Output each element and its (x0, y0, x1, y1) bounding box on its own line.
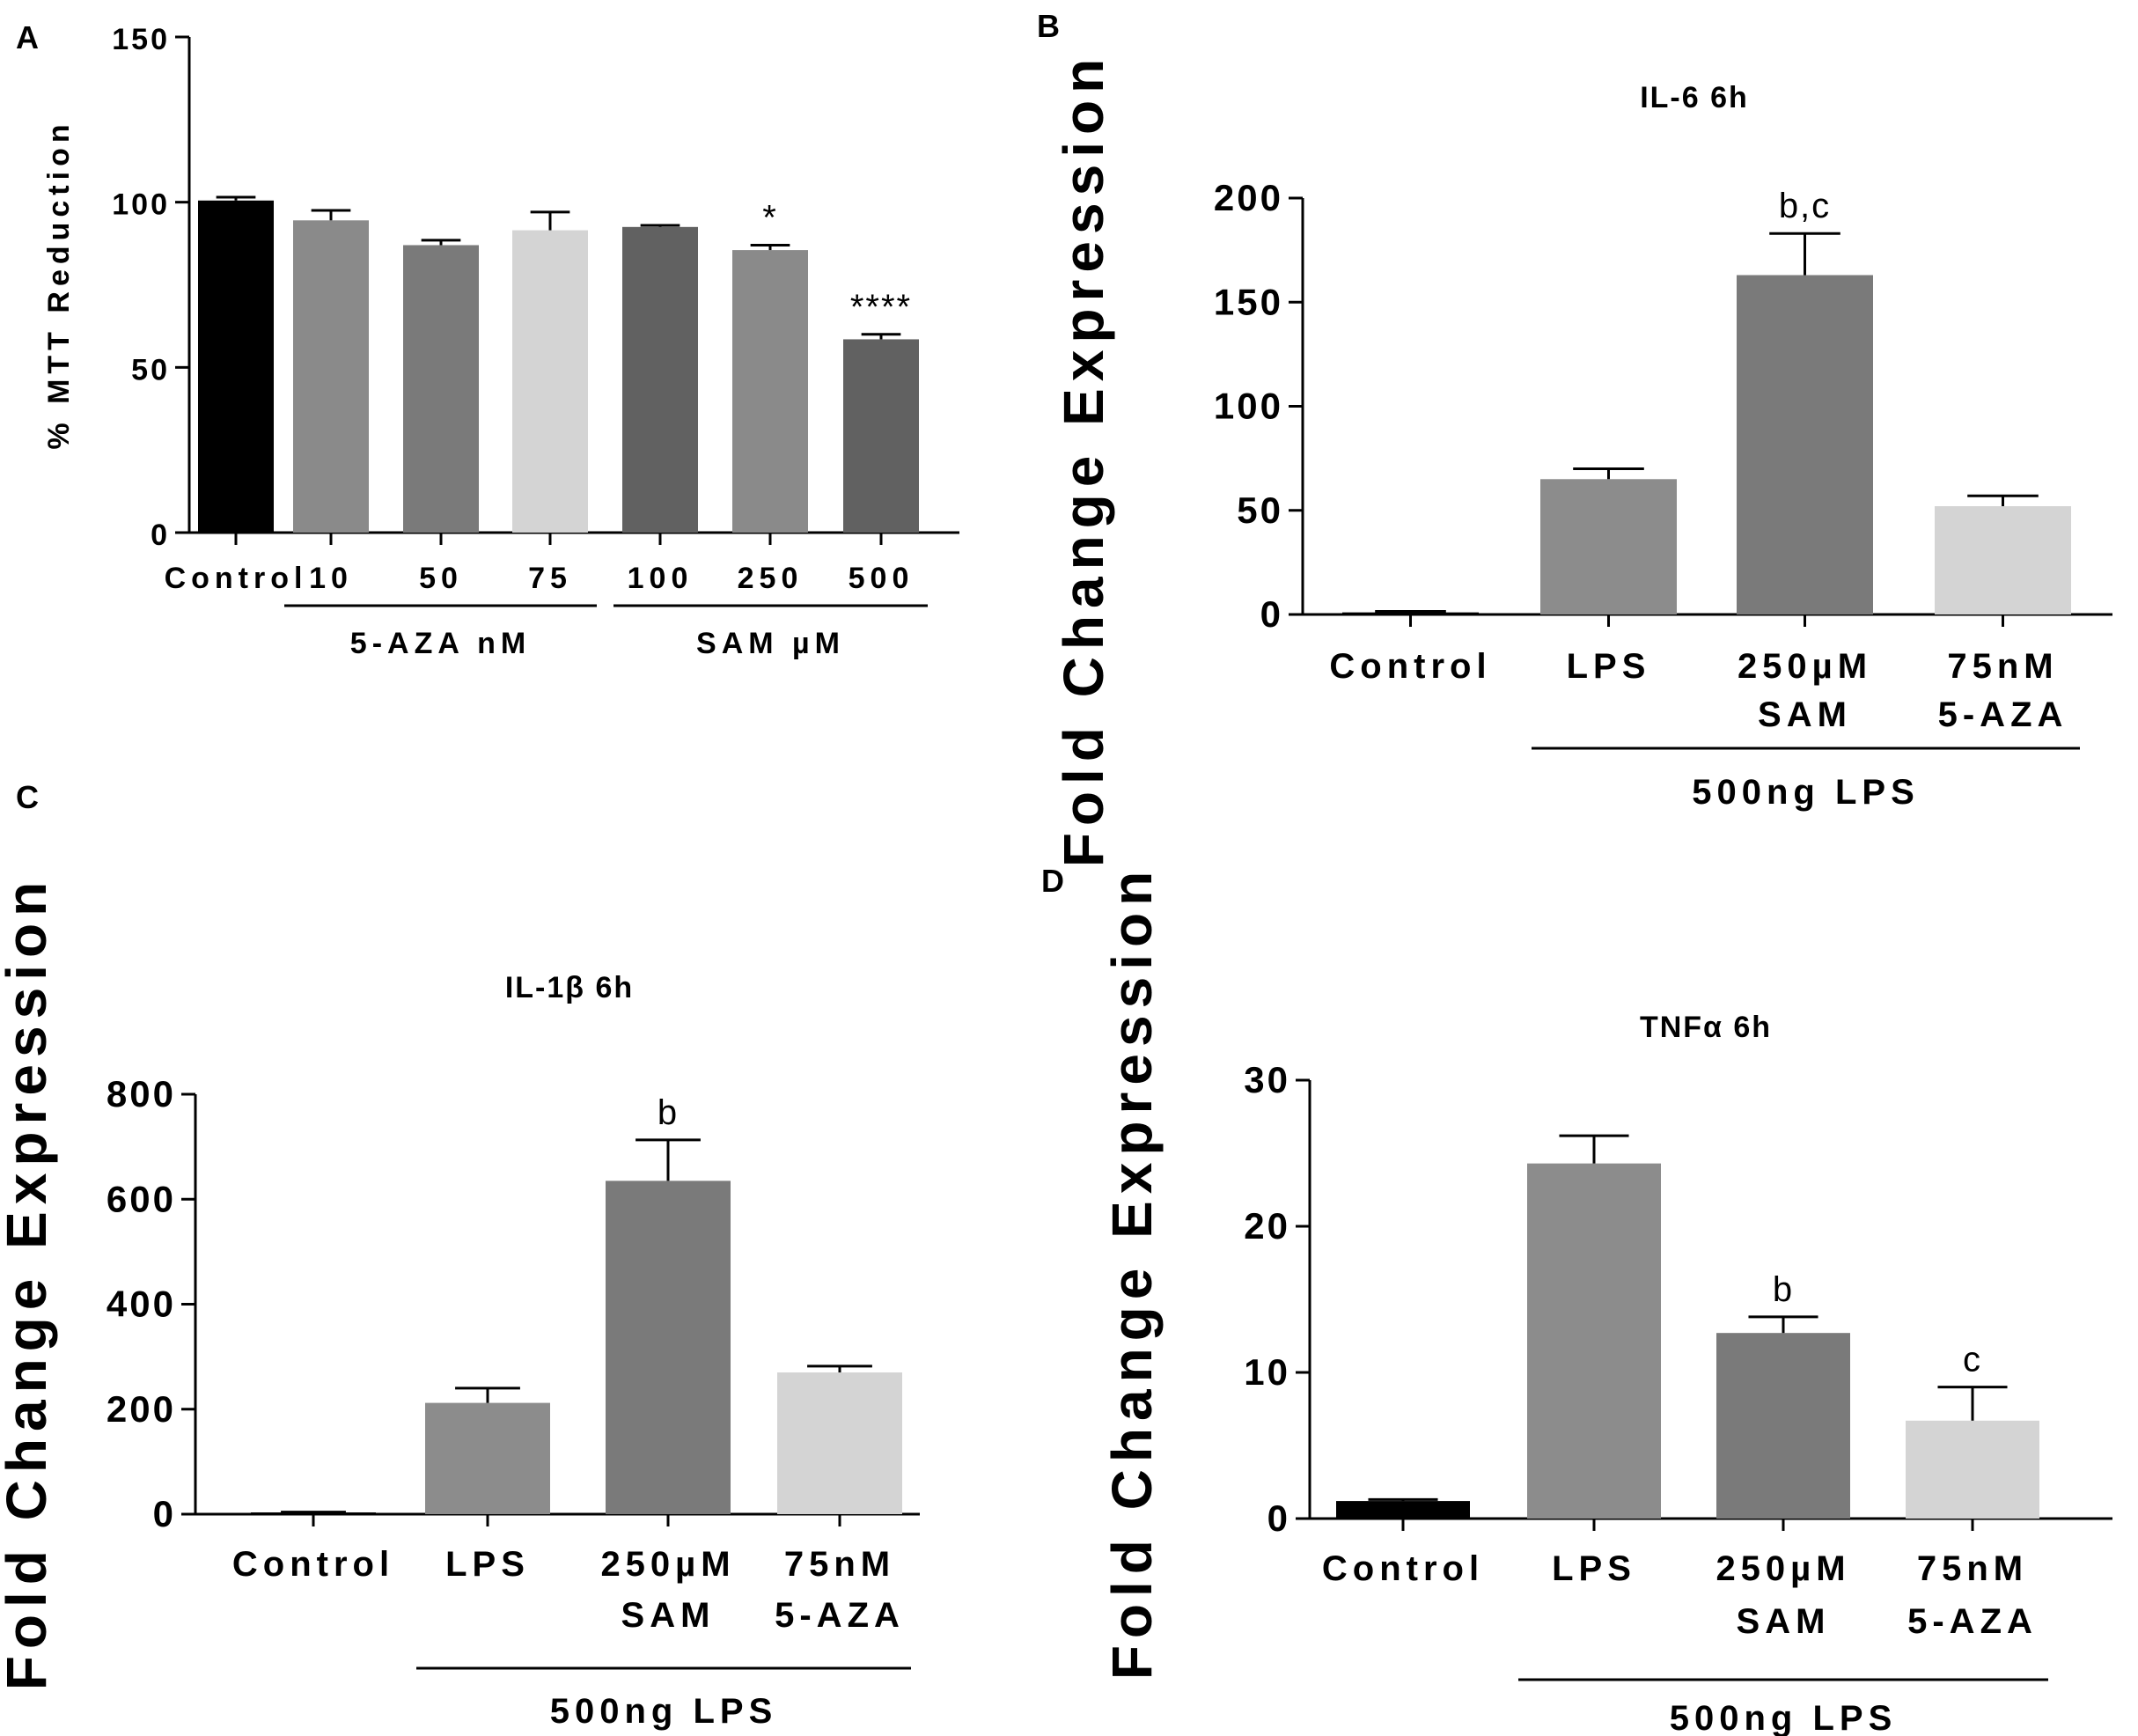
x-tick-label: 5-AZA (1907, 1602, 2038, 1641)
y-axis-label: Fold Change Expression (1100, 864, 1164, 1680)
bar (512, 230, 588, 533)
significance-label: b,c (1779, 187, 1831, 225)
y-tick-label: 100 (112, 188, 170, 222)
significance-label: c (1963, 1341, 1982, 1379)
bar (1906, 1420, 2039, 1519)
x-tick-label: LPS (445, 1545, 530, 1584)
panel-letter: D (1041, 863, 1064, 899)
y-tick-label: 50 (1237, 489, 1283, 531)
x-tick-label: 75nM (1947, 647, 2058, 686)
bar (1716, 1333, 1850, 1519)
y-tick-label: 0 (1260, 593, 1283, 635)
x-tick-label: SAM (621, 1596, 716, 1635)
x-tick-label: SAM (1737, 1602, 1831, 1641)
y-tick-label: 400 (107, 1284, 176, 1325)
bar (1935, 506, 2071, 614)
x-tick-label: LPS (1552, 1549, 1636, 1588)
bar (1342, 612, 1479, 614)
x-tick-label: Control (232, 1545, 394, 1584)
y-tick-label: 20 (1244, 1205, 1290, 1247)
y-tick-label: 100 (1214, 386, 1283, 427)
y-tick-label: 30 (1244, 1059, 1290, 1100)
y-tick-label: 800 (107, 1073, 176, 1114)
x-tick-label: 100 (628, 562, 694, 595)
group-label: 500ng LPS (1692, 773, 1920, 812)
x-tick-label: 75nM (1917, 1549, 2028, 1588)
bar (732, 250, 808, 533)
significance-label: **** (850, 288, 912, 327)
y-tick-label: 0 (153, 1493, 176, 1534)
panel-letter: B (1037, 8, 1060, 44)
bar (777, 1372, 902, 1514)
y-tick-label: 50 (131, 353, 170, 386)
bar (293, 220, 369, 533)
bar (403, 245, 479, 533)
chart-title: IL-1β 6h (505, 971, 634, 1004)
x-tick-label: 10 (309, 562, 353, 595)
panel-c-chart: C IL-1β 6h Fold Change Expression 0 200 400 60… (0, 779, 920, 1731)
x-tick-label: 5-AZA (775, 1596, 905, 1635)
x-tick-label: Control (1322, 1549, 1484, 1588)
x-tick-label: Control (1329, 647, 1491, 686)
x-tick-label: LPS (1567, 647, 1651, 686)
significance-label: b (658, 1093, 679, 1132)
panel-letter: C (16, 779, 39, 815)
x-tick-label: 75nM (784, 1545, 895, 1584)
panel-letter: A (16, 19, 39, 55)
bar (843, 339, 919, 533)
x-tick-label: 75 (528, 562, 572, 595)
bar (1527, 1163, 1661, 1519)
x-tick-label: 5-AZA (1938, 695, 2068, 734)
panel-b-chart: B IL-6 6h Fold Change Expression 0 50 100 150 2… (1037, 8, 2112, 867)
y-axis-label: Fold Change Expression (1052, 52, 1115, 867)
group-label: 500ng LPS (1670, 1699, 1898, 1736)
bar (606, 1181, 731, 1514)
x-tick-label: SAM (1758, 695, 1852, 734)
y-tick-label: 200 (1214, 177, 1283, 218)
bar (425, 1402, 550, 1514)
group-label: 5-AZA nM (350, 627, 531, 660)
bar (198, 200, 274, 533)
bar (1540, 479, 1677, 614)
bar (1737, 275, 1873, 614)
chart-title: TNFα 6h (1640, 1011, 1772, 1044)
y-tick-label: 200 (107, 1388, 176, 1430)
x-tick-label: 250µM (1738, 647, 1872, 686)
x-tick-label: 250µM (1716, 1549, 1850, 1588)
significance-label: * (762, 198, 778, 237)
x-tick-label: 250µM (600, 1545, 735, 1584)
panel-d-chart: D TNFα 6h Fold Change Expression 0 10 20 30 Con… (1041, 863, 2112, 1736)
group-label: 500ng LPS (550, 1692, 778, 1731)
x-tick-label: 250 (738, 562, 804, 595)
group-label: SAM µM (696, 627, 845, 660)
y-axis-label: % MTT Reduction (42, 119, 76, 449)
bar (622, 226, 698, 533)
y-axis-label: Fold Change Expression (0, 875, 58, 1690)
y-tick-label: 150 (112, 23, 170, 56)
y-tick-label: 0 (1267, 1497, 1290, 1539)
y-tick-label: 10 (1244, 1351, 1290, 1393)
chart-title: IL-6 6h (1640, 81, 1749, 114)
x-tick-label: 500 (849, 562, 915, 595)
y-tick-label: 600 (107, 1178, 176, 1219)
y-tick-label: 0 (151, 519, 170, 552)
panel-a-chart: A % MTT Reduction 0 50 100 150 Control 10 50 75 10… (16, 19, 959, 660)
x-tick-label: Control (165, 562, 308, 595)
x-tick-label: 50 (419, 562, 463, 595)
bar (1336, 1501, 1470, 1519)
significance-label: b (1773, 1270, 1794, 1309)
y-tick-label: 150 (1214, 281, 1283, 322)
